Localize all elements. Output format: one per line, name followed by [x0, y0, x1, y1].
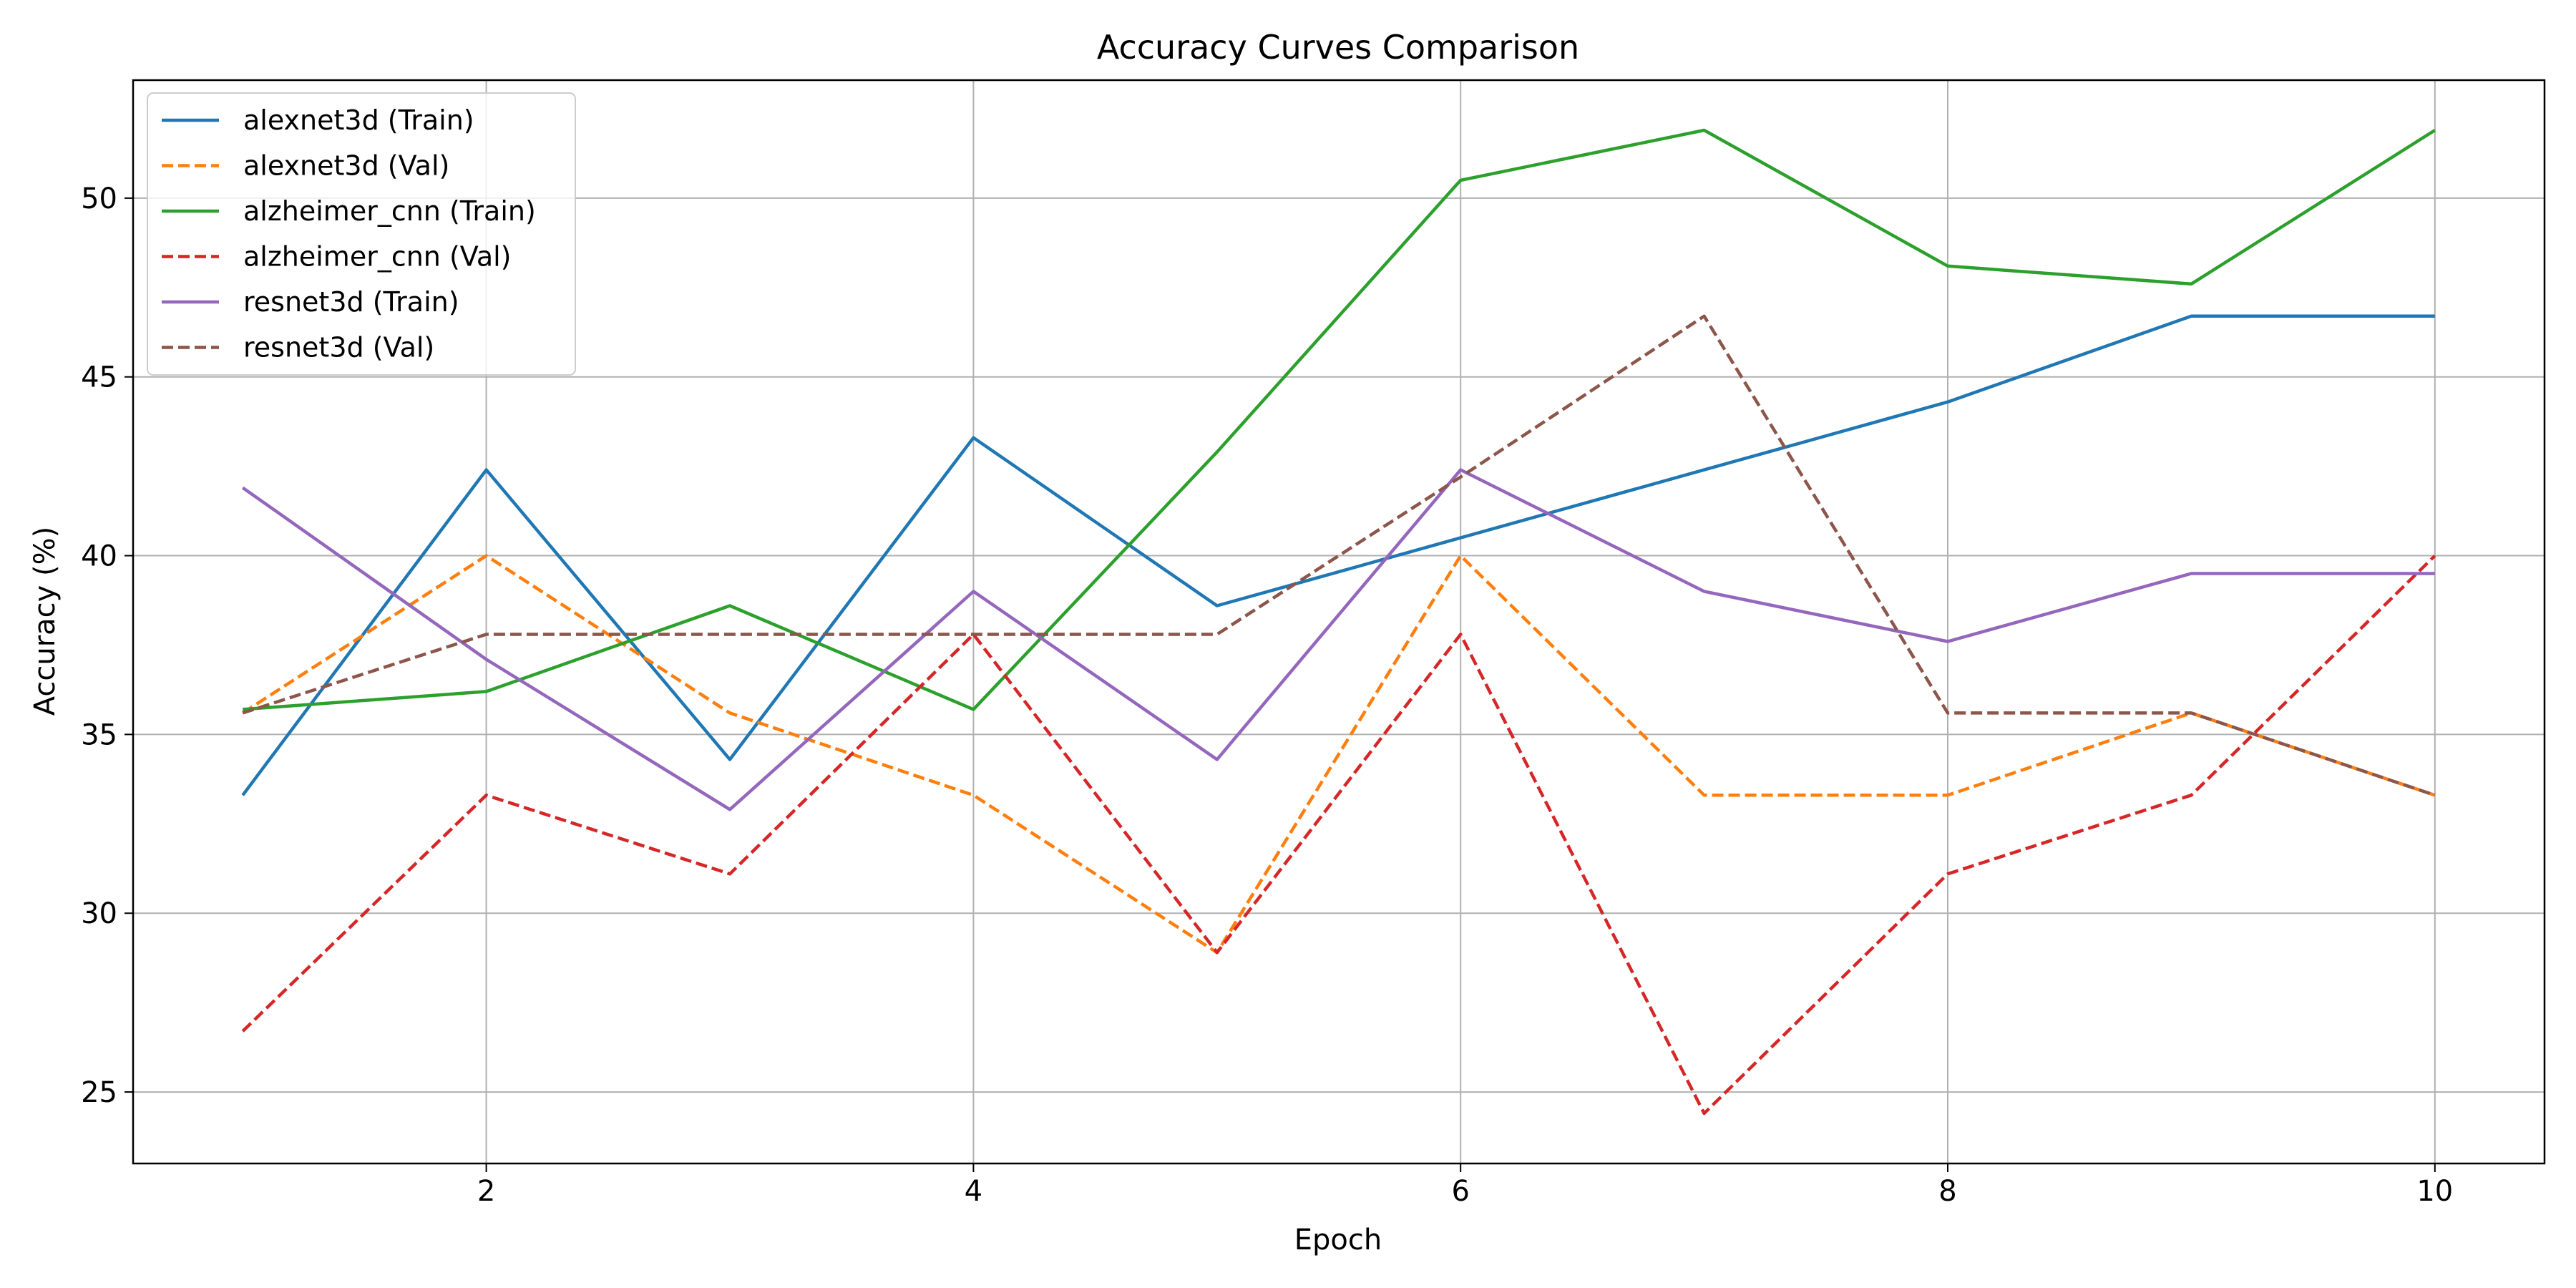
legend-label-resnet3d-val: resnet3d (Val) [243, 332, 434, 364]
y-tick-label: 40 [81, 540, 117, 573]
x-tick-label: 6 [1451, 1175, 1469, 1208]
y-tick-label: 30 [81, 897, 117, 930]
y-tick-label: 50 [81, 182, 117, 215]
plot-frame [132, 79, 2546, 1165]
legend-label-alexnet3d-train: alexnet3d (Train) [243, 104, 474, 136]
legend-label-alzheimer-cnn-train: alzheimer_cnn (Train) [243, 195, 536, 227]
y-tick-label: 45 [81, 361, 117, 394]
grid [133, 80, 2545, 1163]
legend-box [147, 92, 576, 376]
x-tick-label: 4 [965, 1175, 982, 1208]
x-tick-label: 10 [2416, 1175, 2453, 1208]
y-axis-title: Accuracy (%) [29, 527, 62, 716]
y-tick-label: 35 [81, 718, 117, 751]
legend-label-alzheimer-cnn-val: alzheimer_cnn (Val) [243, 241, 512, 273]
x-axis-title: Epoch [1294, 1224, 1382, 1257]
series-lines [241, 128, 2436, 1116]
y-tick-label: 25 [81, 1076, 117, 1109]
axis-ticks: 2 4 6 8 10 25 30 35 40 45 50 [81, 182, 2453, 1208]
series-line-alzheimer-cnn-train [243, 128, 2436, 711]
series-line-resnet3d-train [241, 468, 2435, 811]
legend-label-resnet3d-train: resnet3d (Train) [243, 286, 459, 318]
series-line-alzheimer-cnn-val [241, 554, 2436, 1116]
legend: alexnet3d (Train) alexnet3d (Val) alzheime… [147, 92, 576, 376]
x-tick-label: 8 [1938, 1175, 1956, 1208]
x-tick-label: 2 [477, 1175, 495, 1208]
series-line-resnet3d-val [242, 314, 2436, 797]
series-line-alexnet3d-val [241, 554, 2436, 955]
chart-title: Accuracy Curves Comparison [1097, 28, 1579, 67]
series-line-alexnet3d-train [241, 314, 2435, 796]
legend-label-alexnet3d-val: alexnet3d (Val) [243, 150, 449, 182]
